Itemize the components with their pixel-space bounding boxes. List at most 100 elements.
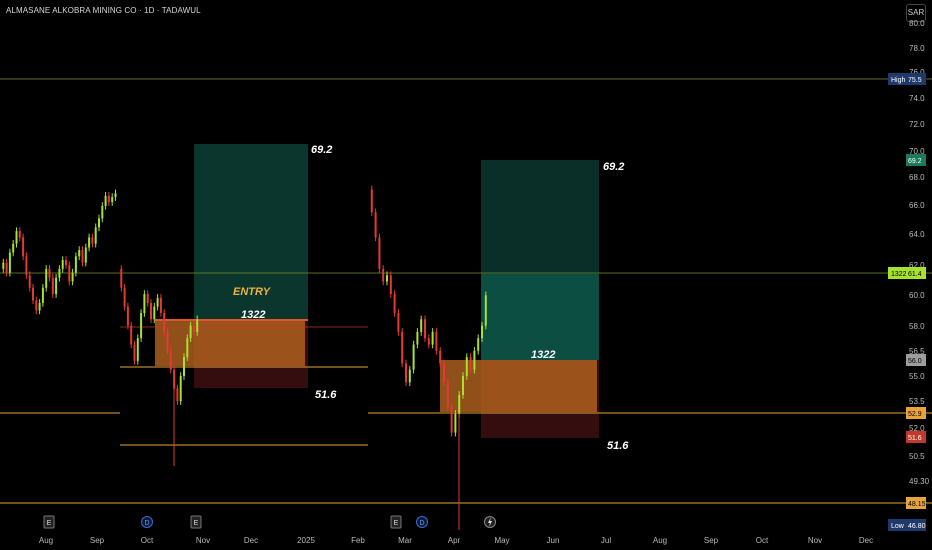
candle-body: [74, 256, 77, 273]
time-axis[interactable]: Aug Sep Oct Nov Dec 2025 Feb Mar Apr May Jun Jul Aug…: [39, 536, 873, 545]
candle-body: [469, 357, 472, 370]
trade-1-entry-box: [155, 320, 305, 366]
trade-2-stop-label: 51.6: [607, 440, 629, 452]
candle-body: [65, 260, 67, 266]
earnings-icon-glyph: E: [394, 520, 399, 527]
x-tick-label: Dec: [859, 536, 873, 545]
trade-2-quantity-label: 1322: [531, 349, 555, 361]
candle-body: [401, 331, 404, 364]
candle-body: [439, 350, 442, 364]
candle-body: [22, 237, 25, 257]
candle-body: [98, 218, 100, 228]
candle-body: [443, 363, 445, 383]
earnings-icon[interactable]: [43, 515, 55, 529]
candle-body: [38, 302, 41, 311]
candle-body: [120, 268, 123, 288]
y-tick-label: 58.0: [909, 322, 925, 331]
x-tick-label: May: [494, 536, 509, 545]
candle-body: [130, 325, 133, 345]
candle-body: [88, 237, 91, 248]
candle-body: [378, 237, 381, 269]
candle-body: [473, 350, 476, 370]
candle-body: [159, 297, 162, 313]
price-tag-label-bg: [888, 267, 906, 279]
candle-body: [389, 275, 392, 295]
x-tick-label: Apr: [448, 536, 461, 545]
candle-body: [123, 287, 126, 307]
price-tag-label-bg: [888, 73, 906, 85]
y-tick-label: 74.0: [909, 94, 925, 103]
price-axis[interactable]: 80.0 78.0 76.0 74.0 72.0 70.0 68.0 66.0 64.0 62.0…: [909, 19, 930, 509]
price-tag-value: 75.5: [908, 77, 922, 84]
candle-body: [78, 250, 81, 257]
candle-body: [462, 376, 464, 395]
price-tag-bg: [906, 73, 926, 85]
x-tick-label: Nov: [808, 536, 822, 545]
trade-2-target-label: 69.2: [603, 161, 624, 173]
candle-body: [81, 250, 84, 263]
trade-2-profit-filled: [481, 274, 599, 360]
candle-body: [393, 294, 396, 313]
candle-body: [18, 231, 21, 238]
candle-body: [107, 195, 110, 203]
candle-body: [94, 227, 97, 244]
candle-body: [8, 252, 11, 273]
earnings-icon[interactable]: [390, 515, 402, 529]
candle-body: [179, 376, 182, 402]
price-tag-value: 52.9: [908, 411, 922, 418]
candle-body: [435, 331, 438, 351]
x-tick-label: Sep: [90, 536, 105, 545]
candle-body: [382, 268, 385, 282]
currency-button[interactable]: SAR: [906, 4, 926, 22]
price-tag-value: 69.2: [908, 158, 922, 165]
candle-body: [111, 197, 114, 203]
candle-body: [61, 260, 64, 269]
dividend-icon[interactable]: [416, 516, 428, 528]
candle-body: [163, 313, 166, 332]
candle-body: [2, 262, 5, 269]
candle-body: [370, 189, 373, 213]
x-tick-label: Jun: [547, 536, 560, 545]
y-tick-label: 66.0: [909, 201, 925, 210]
candle-body: [186, 338, 189, 358]
y-tick-label: 78.0: [909, 44, 925, 53]
candle-body: [143, 294, 146, 313]
trade-1-profit-zone: [194, 144, 308, 320]
candle-body: [133, 344, 136, 361]
candle-body: [446, 382, 449, 408]
y-tick-label: 64.0: [909, 230, 925, 239]
candles: [2, 185, 487, 530]
trade-1-target-label: 69.2: [311, 144, 332, 156]
candle-body: [427, 338, 430, 345]
price-tags: High 75.5 69.2 1322 61.4 56.0 52.9 51.6 48.15 Low…: [888, 73, 926, 531]
dividend-icon[interactable]: [141, 516, 153, 528]
trade-2[interactable]: [440, 160, 599, 438]
candle-body: [386, 275, 388, 282]
price-tag-bg: [906, 267, 926, 279]
x-tick-label: Oct: [756, 536, 769, 545]
y-tick-label: 70.0: [909, 147, 925, 156]
candle-body: [12, 243, 15, 253]
trade-1[interactable]: [155, 144, 308, 388]
x-tick-label: Aug: [39, 536, 53, 545]
price-tag-label-bg: [888, 519, 906, 531]
candle-body: [45, 268, 48, 288]
y-tick-label: 55.0: [909, 372, 925, 381]
candle-body: [68, 265, 71, 282]
candle-body: [140, 313, 143, 339]
candle-body: [25, 256, 28, 276]
x-tick-label: Feb: [351, 536, 365, 545]
candle-body: [136, 338, 139, 361]
candle-body: [153, 306, 156, 320]
candle-body: [104, 195, 107, 206]
y-tick-label: 60.0: [909, 291, 925, 300]
candle-body: [408, 369, 411, 383]
y-tick-label: 76.0: [909, 68, 925, 77]
earnings-icon[interactable]: [190, 515, 202, 529]
earnings-icon-glyph: E: [47, 520, 52, 527]
candle-body: [454, 413, 457, 433]
candle-body: [126, 306, 129, 326]
candle-body: [169, 350, 172, 370]
